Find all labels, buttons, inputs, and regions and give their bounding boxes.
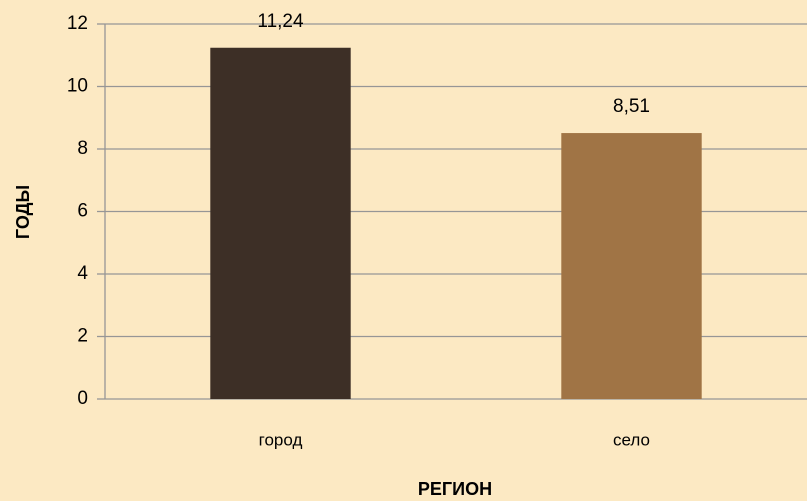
x-tick-label: село <box>613 430 650 449</box>
y-tick-label: 0 <box>77 388 88 409</box>
y-tick-label: 12 <box>67 13 88 34</box>
y-tick-label: 4 <box>77 263 88 284</box>
data-label: 8,51 <box>613 96 650 117</box>
y-tick-label: 2 <box>77 326 88 347</box>
y-tick-label: 10 <box>67 76 88 97</box>
y-axis-title: ГОДЫ <box>13 185 33 239</box>
y-tick-label: 6 <box>77 201 88 222</box>
data-label: 11,24 <box>257 11 304 32</box>
bar <box>561 133 702 399</box>
bar <box>210 47 351 399</box>
y-tick-label: 8 <box>77 138 88 159</box>
x-tick-label: город <box>259 430 303 449</box>
x-axis-title: РЕГИОН <box>418 479 492 499</box>
